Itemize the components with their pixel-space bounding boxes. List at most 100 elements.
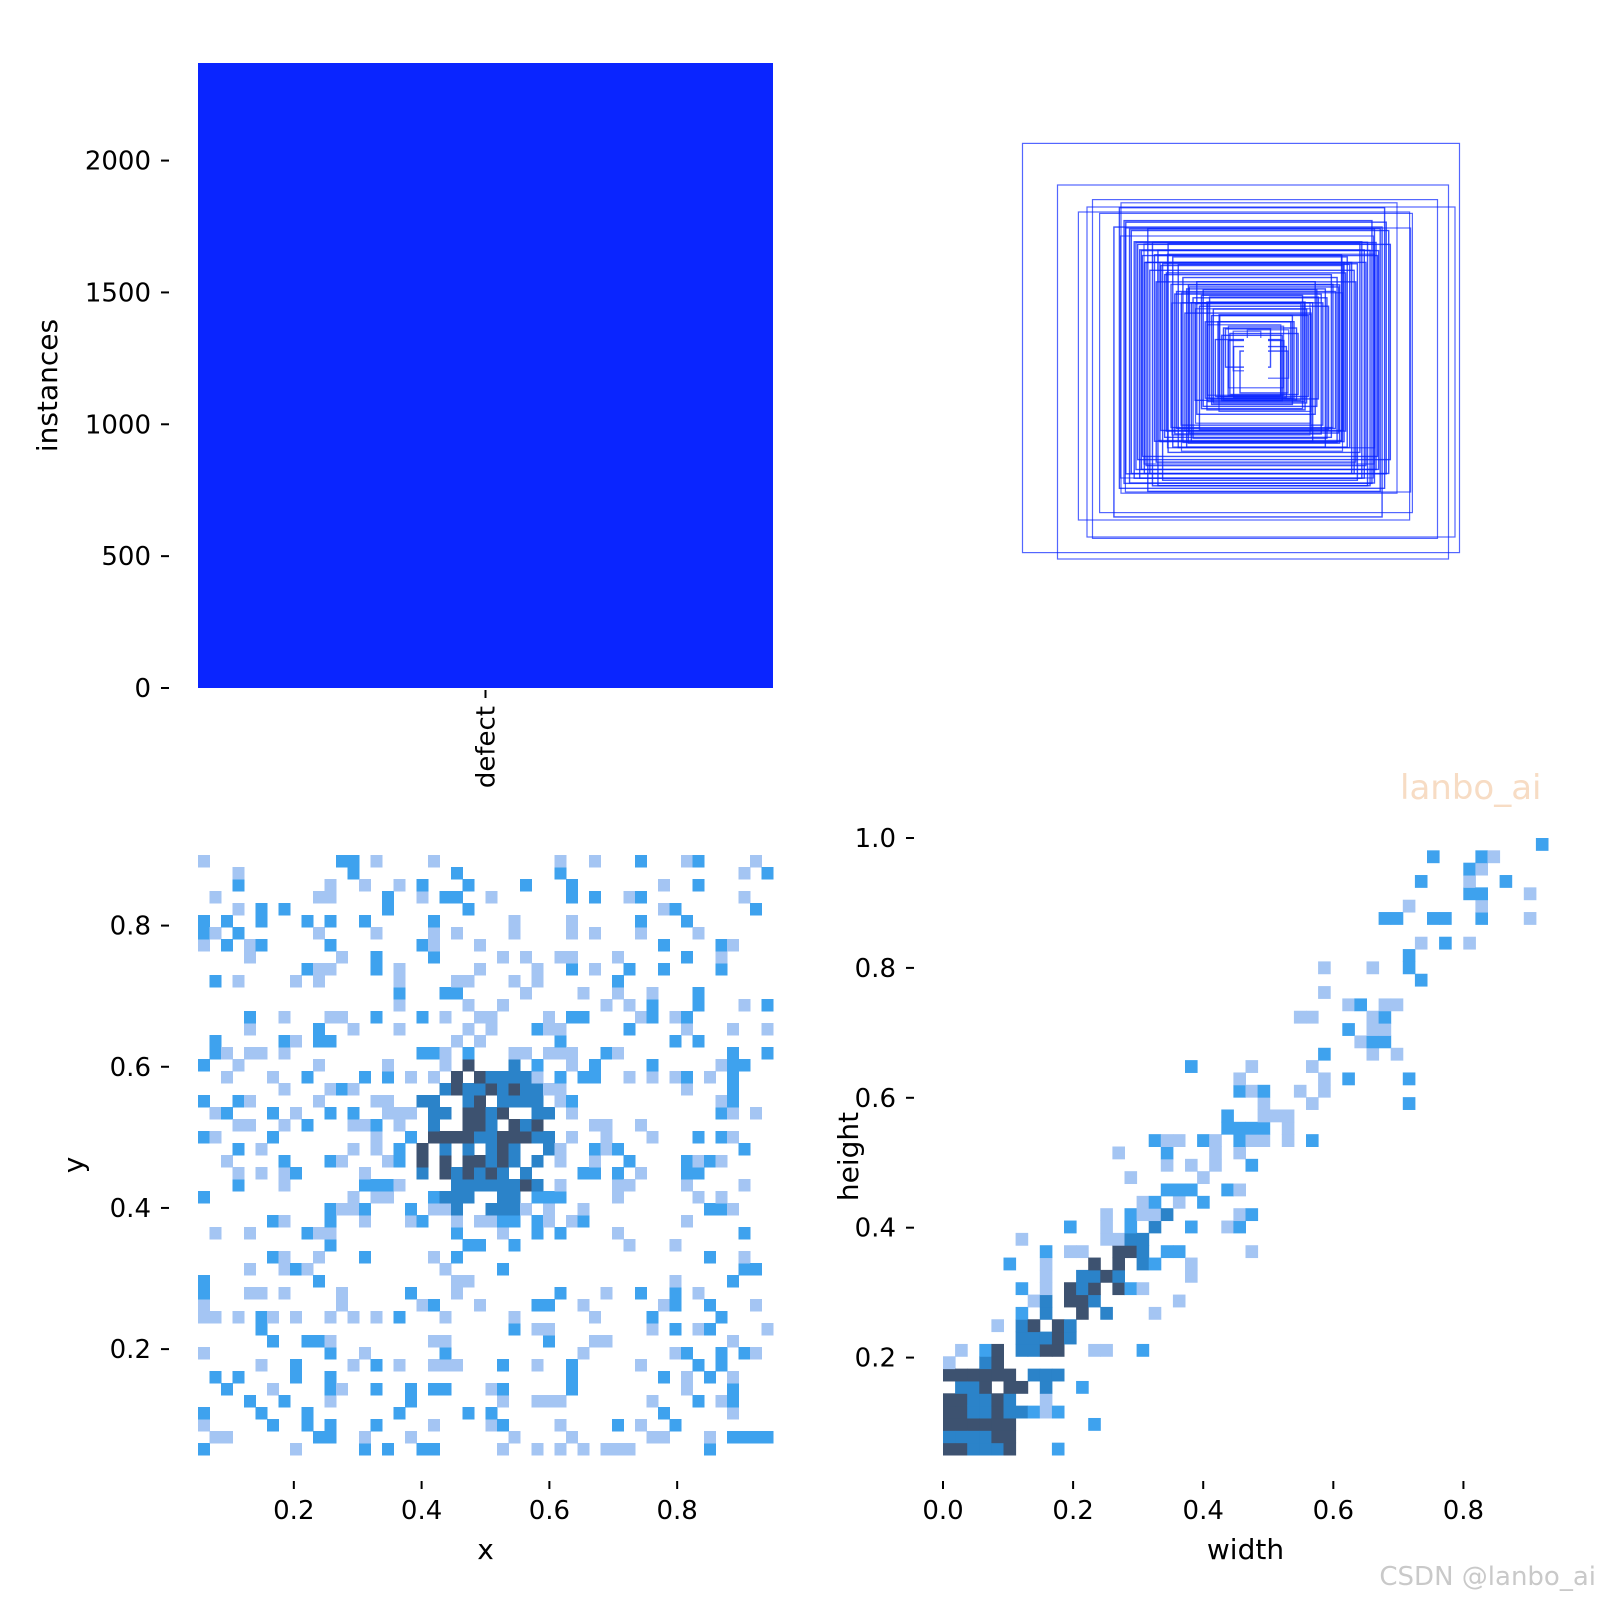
- heat-cell: [612, 951, 624, 964]
- heat-cell: [485, 891, 498, 904]
- bbox-rect: [1118, 206, 1386, 490]
- heat-cell: [612, 1227, 624, 1240]
- heat-cell: [221, 1107, 233, 1120]
- heat-cell: [474, 1179, 486, 1192]
- heat-cell: [692, 999, 705, 1012]
- heat-cell: [1293, 1084, 1307, 1098]
- heat-cell: [439, 1347, 452, 1360]
- heat-cell: [543, 1011, 555, 1024]
- heat-cell: [1160, 1146, 1174, 1160]
- heat-cell: [474, 1071, 486, 1084]
- heat-cell: [278, 1167, 291, 1180]
- heat-cell: [1039, 1282, 1053, 1296]
- heat-cell: [393, 1311, 406, 1324]
- heat-cell: [278, 1047, 291, 1060]
- y-tick-label: 500: [101, 542, 151, 572]
- heat-cell: [681, 1347, 693, 1360]
- heat-cell: [359, 1119, 371, 1132]
- heat-cell: [1378, 998, 1392, 1012]
- heat-cell: [485, 1107, 498, 1120]
- heat-cell: [393, 999, 406, 1012]
- heat-cell: [497, 1083, 509, 1096]
- heat-cell: [520, 1071, 532, 1084]
- heat-cell: [554, 1155, 567, 1168]
- heat-cell: [612, 1419, 624, 1432]
- heat-cell: [1039, 1343, 1053, 1357]
- class-instances-panel: defect 0 500 1000 1500 2000 instances: [31, 63, 773, 788]
- heat-cell: [1257, 1097, 1271, 1110]
- heat-cell: [198, 1275, 210, 1288]
- heat-cell: [382, 1095, 394, 1108]
- heat-cell: [416, 1095, 429, 1108]
- heat-cell: [474, 1239, 486, 1252]
- heat-cell: [198, 1311, 210, 1324]
- heat-cell: [1051, 1343, 1065, 1357]
- heat-cell: [761, 1023, 774, 1036]
- heat-cell: [566, 963, 578, 976]
- heat-cell: [1003, 1417, 1017, 1431]
- heat-cell: [267, 1419, 279, 1432]
- y-tick-label: 0.4: [110, 1194, 151, 1224]
- heat-cell: [497, 1263, 509, 1276]
- heat-cell: [485, 1131, 498, 1144]
- heat-cell: [347, 1359, 360, 1372]
- heat-cell: [1039, 1393, 1053, 1407]
- heat-cell: [347, 1023, 360, 1036]
- heat-cell: [405, 1383, 417, 1396]
- heat-cell: [462, 1059, 475, 1072]
- heat-cell: [1088, 1282, 1101, 1296]
- heat-cell: [681, 951, 693, 964]
- heat-cell: [738, 1263, 751, 1276]
- heat-cell: [681, 915, 693, 928]
- heat-cell: [1402, 1072, 1416, 1086]
- heat-cell: [1354, 1035, 1367, 1049]
- heat-cell: [727, 1131, 739, 1144]
- heat-cell: [520, 1047, 532, 1060]
- heat-cell: [232, 1167, 245, 1180]
- heat-cell: [508, 1155, 521, 1168]
- heat-cell: [1342, 998, 1355, 1012]
- heat-cell: [198, 1059, 210, 1072]
- bbox-rect: [1221, 334, 1283, 402]
- heat-cell: [497, 1383, 509, 1396]
- heat-cell: [324, 879, 337, 892]
- bbox-rect: [1155, 281, 1357, 463]
- x-tick-label: 0.2: [273, 1496, 314, 1526]
- heat-cell: [761, 1047, 774, 1060]
- heat-cell: [370, 963, 383, 976]
- y-tick-label: 2000: [85, 147, 151, 177]
- heat-cell: [393, 987, 406, 1000]
- heat-cell: [301, 1419, 314, 1432]
- heat-cell: [255, 1359, 268, 1372]
- heat-cell: [955, 1368, 968, 1382]
- heat-cell: [209, 1035, 222, 1048]
- heat-cell: [623, 1155, 636, 1168]
- heat-cell: [508, 1179, 521, 1192]
- heat-cell: [244, 1095, 256, 1108]
- heat-cell: [1064, 1331, 1077, 1345]
- heat-cell: [1499, 875, 1513, 888]
- heat-cell: [554, 1083, 567, 1096]
- heat-cell: [543, 1191, 555, 1204]
- heat-cell: [531, 1359, 544, 1372]
- heat-cell: [715, 1203, 728, 1216]
- heat-cell: [1039, 1257, 1053, 1271]
- heat-cell: [1172, 1183, 1186, 1197]
- heat-cell: [451, 1071, 463, 1084]
- heat-cell: [267, 1311, 279, 1324]
- heat-cell: [462, 975, 475, 988]
- heat-cell: [347, 1191, 360, 1204]
- heat-cell: [209, 1311, 222, 1324]
- heat-cell: [1160, 1245, 1174, 1259]
- heat-cell: [715, 1395, 728, 1408]
- heat-cell: [244, 1227, 256, 1240]
- heat-cell: [244, 1011, 256, 1024]
- heat-cell: [681, 1071, 693, 1084]
- heat-cell: [405, 1431, 417, 1444]
- heat-cell: [1039, 1306, 1053, 1320]
- heat-cell: [313, 1059, 325, 1072]
- heat-cell: [428, 1095, 440, 1108]
- heat-cell: [428, 1419, 440, 1432]
- heat-cell: [1185, 1220, 1198, 1234]
- heat-cell: [1039, 1368, 1053, 1382]
